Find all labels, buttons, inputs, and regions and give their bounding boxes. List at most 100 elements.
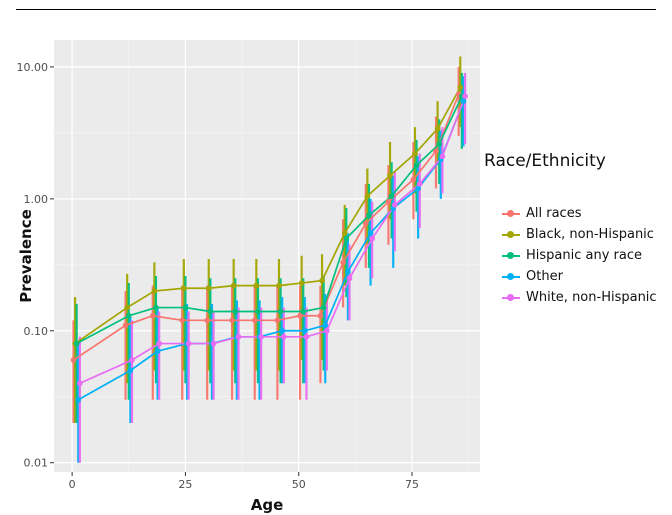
legend-item: All races: [500, 203, 657, 224]
grid: [54, 40, 480, 472]
data-point: [364, 193, 371, 199]
data-point: [319, 277, 325, 284]
data-point: [439, 153, 446, 160]
legend-label: Black, non-Hispanic: [526, 227, 654, 242]
y-tick-label: 0.10: [24, 325, 49, 338]
series-line: [72, 94, 460, 361]
legend-label: Other: [526, 269, 563, 284]
data-point: [153, 304, 159, 311]
data-point: [204, 317, 210, 324]
legend-key: [500, 266, 522, 287]
data-point: [230, 282, 237, 289]
y-tick-label: 10.00: [17, 61, 49, 74]
data-point: [255, 308, 261, 315]
data-point: [124, 304, 130, 311]
series-lines: [72, 86, 466, 401]
data-point: [415, 185, 421, 192]
data-point: [297, 312, 303, 319]
data-point: [181, 285, 187, 292]
data-point: [75, 396, 82, 403]
legend: All races Black, non-Hispanic Hispanic any…: [500, 203, 657, 308]
legend-key: [500, 245, 522, 266]
legend-key: [500, 287, 522, 308]
series-line: [77, 100, 465, 401]
x-tick-label: 25: [178, 478, 192, 491]
legend-label: All races: [526, 206, 582, 221]
data-point: [125, 312, 132, 319]
data-point: [229, 317, 235, 324]
x-axis-label: Age: [251, 496, 284, 514]
data-point: [366, 212, 372, 219]
data-point: [346, 275, 353, 282]
data-point: [300, 308, 307, 315]
data-point: [343, 235, 350, 242]
legend-key-dot: [507, 210, 514, 217]
data-point: [324, 327, 330, 334]
data-point: [340, 259, 346, 266]
legend-item: White, non-Hispanic: [500, 287, 657, 308]
data-point: [298, 280, 305, 286]
data-point: [154, 348, 161, 355]
legend-title: Race/Ethnicity: [484, 151, 606, 171]
series-line: [79, 95, 466, 385]
legend-key: [500, 203, 522, 224]
legend-label: Hispanic any race: [526, 248, 642, 263]
data-point: [235, 334, 242, 340]
data-point: [279, 327, 285, 334]
data-point: [73, 340, 80, 347]
data-point: [182, 304, 189, 311]
data-point: [207, 308, 214, 315]
x-tick-label: 75: [405, 478, 419, 491]
data-point: [129, 357, 135, 363]
error-bars: [72, 56, 467, 463]
data-point: [369, 235, 375, 242]
legend-key-dot: [507, 294, 514, 301]
data-point: [457, 84, 464, 91]
data-point: [122, 322, 129, 329]
data-point: [320, 304, 327, 311]
legend-item: Black, non-Hispanic: [500, 224, 657, 245]
series-line: [76, 95, 463, 345]
data-point: [156, 340, 162, 347]
data-point: [232, 308, 239, 315]
data-point: [251, 317, 258, 324]
data-point: [277, 308, 284, 315]
legend-key-dot: [507, 231, 514, 238]
data-point: [280, 334, 287, 340]
legend-key-dot: [507, 273, 514, 280]
data-point: [385, 198, 392, 205]
data-point: [127, 367, 134, 374]
legend-label: White, non-Hispanic: [526, 290, 657, 305]
legend-item: Other: [500, 266, 657, 287]
data-point: [179, 317, 186, 324]
data-point: [367, 230, 374, 236]
x-tick-label: 0: [69, 478, 76, 491]
series-line: [74, 86, 462, 345]
data-point: [70, 357, 77, 363]
data-point: [413, 162, 420, 168]
data-point: [416, 181, 423, 187]
data-point: [210, 340, 217, 347]
data-point: [258, 334, 264, 340]
y-axis: 0.01 0.10 1.00 10.00: [17, 61, 54, 470]
data-point: [253, 282, 260, 289]
data-point: [462, 93, 468, 99]
data-point: [460, 98, 467, 104]
legend-key-dot: [507, 252, 514, 259]
data-point: [185, 340, 192, 347]
data-point: [387, 172, 393, 179]
data-point: [410, 176, 417, 183]
legend-key: [500, 224, 522, 245]
data-point: [436, 141, 443, 147]
data-point: [433, 148, 439, 154]
top-rule: [16, 9, 656, 10]
data-point: [77, 380, 83, 387]
data-point: [412, 150, 418, 157]
data-point: [317, 312, 324, 319]
data-point: [303, 334, 310, 340]
data-point: [345, 268, 351, 275]
y-tick-label: 1.00: [24, 193, 49, 206]
x-axis: 0 25 50 75: [69, 472, 419, 491]
data-point: [276, 282, 282, 289]
